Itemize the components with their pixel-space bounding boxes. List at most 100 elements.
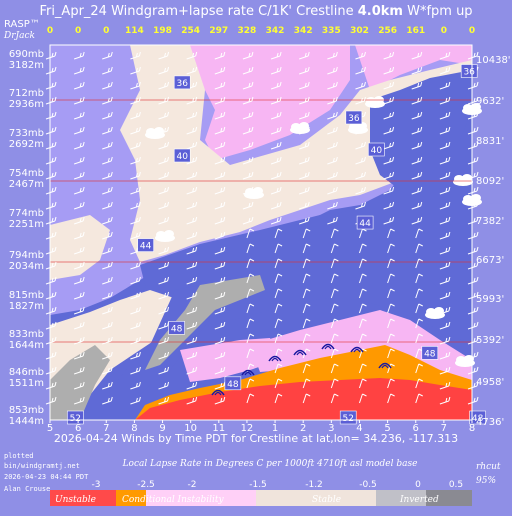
wind-barb xyxy=(439,246,451,255)
wind-barb xyxy=(158,336,170,345)
x-tick-label: 7 xyxy=(441,423,447,434)
x-tick-label: 8 xyxy=(131,423,137,434)
wind-barb xyxy=(73,171,85,180)
wind-barb xyxy=(102,96,113,105)
svg-text:40: 40 xyxy=(371,146,383,156)
wind-barb xyxy=(274,378,283,389)
wind-barb xyxy=(158,141,170,150)
svg-text:44: 44 xyxy=(359,219,371,229)
wind-barb xyxy=(214,396,226,405)
wind-barb xyxy=(186,111,198,120)
band-lavender-left xyxy=(50,45,140,210)
wind-barb xyxy=(302,258,311,269)
wind-barb xyxy=(214,246,226,255)
x-tick-label: 7 xyxy=(103,423,109,434)
wind-barb xyxy=(274,288,283,299)
x-tick-label: 12 xyxy=(241,423,254,434)
wind-barb xyxy=(130,51,141,60)
left-axis-pressure: 774mb xyxy=(9,208,44,219)
wind-barb xyxy=(102,381,113,390)
wind-barb xyxy=(439,171,451,180)
wind-barb xyxy=(299,111,310,120)
legend-tick: -2.5 xyxy=(137,480,155,490)
wind-barb xyxy=(186,291,198,300)
wind-barb xyxy=(383,171,395,180)
wstar-value: 302 xyxy=(350,26,369,36)
wind-barb xyxy=(214,186,226,195)
wind-barb xyxy=(415,303,423,314)
wind-barb xyxy=(73,396,85,405)
wind-speed-label: 52 xyxy=(67,410,84,425)
wind-barb xyxy=(73,156,85,165)
svg-text:52: 52 xyxy=(342,414,353,424)
wind-barb xyxy=(130,396,141,405)
wind-barb xyxy=(73,201,85,210)
svg-text:44: 44 xyxy=(140,242,152,252)
wind-barb xyxy=(439,126,451,135)
wind-barb xyxy=(186,66,198,75)
wind-barb xyxy=(246,393,255,404)
lapse-rate-legend: Unstable Conditional Instability Stable … xyxy=(50,480,472,506)
x-axis-label: 2026-04-24 Winds by Time PDT for Crestli… xyxy=(54,432,458,445)
drjack-label: DrJack xyxy=(3,31,35,41)
wstar-value: 198 xyxy=(153,26,172,36)
wind-barb xyxy=(158,276,170,285)
wind-barb xyxy=(411,186,423,195)
cloud-icon xyxy=(453,174,473,186)
plotted-line-1: plotted xyxy=(4,452,34,460)
legend-label-conditional: Conditional Instability xyxy=(122,495,225,505)
wind-barb xyxy=(299,66,310,75)
wind-barb xyxy=(411,111,423,120)
thermal-top-icon xyxy=(268,355,282,362)
wind-barb xyxy=(358,378,367,389)
x-tick-label: 6 xyxy=(75,423,81,434)
wind-barb xyxy=(102,201,113,210)
legend-tick: -1.2 xyxy=(305,480,323,490)
wind-barb xyxy=(299,171,310,180)
wind-barb xyxy=(274,243,283,254)
wind-barb xyxy=(214,216,226,225)
wind-barb xyxy=(102,246,113,255)
wind-barb xyxy=(439,186,451,195)
wind-barb xyxy=(274,333,283,344)
wstar-value: 254 xyxy=(181,26,200,36)
wind-barb xyxy=(214,321,226,330)
wind-barb xyxy=(73,321,85,330)
wind-barb xyxy=(330,378,339,389)
wind-barb xyxy=(186,276,198,285)
band-inverted-left xyxy=(50,345,110,420)
svg-text:40: 40 xyxy=(177,152,189,162)
wind-barb xyxy=(330,333,339,344)
wind-barb xyxy=(270,216,282,225)
band-unstable xyxy=(135,378,472,420)
wind-barb xyxy=(130,96,141,105)
wind-barb xyxy=(439,81,451,90)
wind-barb xyxy=(73,336,85,345)
wind-barb xyxy=(383,66,395,75)
wind-barb xyxy=(246,228,255,239)
wind-barb xyxy=(246,273,255,284)
wind-speed-label: 44 xyxy=(137,238,154,252)
wind-barb xyxy=(270,141,282,150)
wind-barb xyxy=(355,66,366,75)
wstar-value: 0 xyxy=(469,26,475,36)
wind-barb xyxy=(299,186,310,195)
cloud-icon xyxy=(290,122,310,134)
wind-barb xyxy=(439,321,451,330)
wind-barb xyxy=(242,201,254,210)
legend-swatch-inverted-light xyxy=(376,490,426,506)
wind-barb xyxy=(73,186,85,195)
wind-barb xyxy=(102,171,113,180)
right-axis-altitude-ft: 8092' xyxy=(476,176,504,187)
wind-speed-label: 52 xyxy=(339,410,357,425)
legend-label-unstable: Unstable xyxy=(55,495,96,505)
wind-barb xyxy=(274,273,283,284)
left-axis-altitude: 2251m xyxy=(9,219,44,230)
wind-barb xyxy=(242,111,254,120)
left-axis-altitude: 1644m xyxy=(9,340,44,351)
wind-barb xyxy=(270,111,282,120)
legend-swatch-stable xyxy=(256,490,376,506)
wind-barb xyxy=(102,396,113,405)
wind-barb xyxy=(158,81,170,90)
wind-barb xyxy=(246,288,255,299)
